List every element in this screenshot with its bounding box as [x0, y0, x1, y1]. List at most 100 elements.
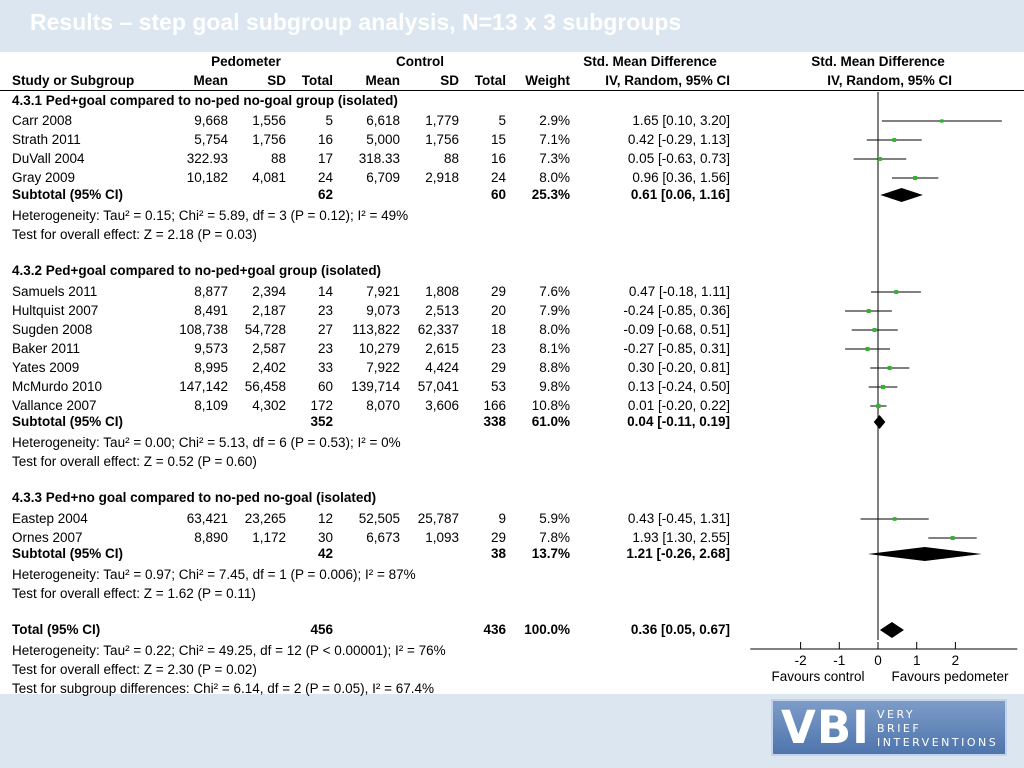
- subgroup-differences-text: Test for subgroup differences: Chi² = 6.…: [12, 681, 434, 696]
- subtotal-label: Subtotal (95% CI): [12, 546, 124, 561]
- study-sd-pedometer: 2,587: [252, 341, 286, 356]
- study-sd-pedometer: 2,394: [252, 284, 286, 299]
- subtotal-label: Subtotal (95% CI): [12, 187, 124, 202]
- study-sd-control: 25,787: [417, 511, 459, 526]
- study-mean-control: 7,921: [366, 284, 400, 299]
- study-total-control: 5: [498, 113, 506, 128]
- study-total-control: 18: [490, 322, 506, 337]
- study-sd-pedometer: 54,728: [244, 322, 286, 337]
- study-sd-pedometer: 4,302: [252, 398, 286, 413]
- header-pedometer: Pedometer: [211, 54, 281, 69]
- study-mean-pedometer: 8,995: [194, 360, 228, 375]
- study-total-pedometer: 14: [317, 284, 333, 299]
- study-sd-control: 1,756: [425, 132, 459, 147]
- study-ci: 0.01 [-0.20, 0.22]: [627, 398, 730, 413]
- study-total-pedometer: 12: [317, 511, 333, 526]
- logo-mark: VBI: [781, 701, 870, 754]
- study-total-pedometer: 24: [317, 170, 333, 185]
- col-weight: Weight: [525, 73, 570, 88]
- study-sd-control: 3,606: [425, 398, 459, 413]
- study-ci: 0.30 [-0.20, 0.81]: [627, 360, 730, 375]
- study-total-control: 166: [483, 398, 506, 413]
- subtotal-diamond: [873, 415, 886, 429]
- heterogeneity-text: Heterogeneity: Tau² = 0.15; Chi² = 5.89,…: [12, 208, 409, 223]
- study-total-pedometer: 27: [317, 322, 333, 337]
- study-sd-control: 1,779: [425, 113, 459, 128]
- study-name: McMurdo 2010: [12, 379, 103, 394]
- total-weight: 100.0%: [524, 622, 570, 637]
- study-total-pedometer: 16: [317, 132, 333, 147]
- study-name: Eastep 2004: [12, 511, 88, 526]
- study-total-pedometer: 30: [317, 530, 333, 545]
- study-sd-control: 2,918: [425, 170, 459, 185]
- total-label: Total (95% CI): [12, 622, 101, 637]
- subtotal-label: Subtotal (95% CI): [12, 414, 124, 429]
- study-ci: -0.24 [-0.85, 0.36]: [623, 303, 730, 318]
- subtotal-total-pedometer: 42: [317, 546, 333, 561]
- forest-plot-panel: [0, 52, 1024, 694]
- study-weight: 8.8%: [539, 360, 570, 375]
- effect-marker: [877, 157, 882, 161]
- subtotal-total-control: 60: [490, 187, 506, 202]
- subgroup-heading: 4.3.2 Ped+goal compared to no-ped+goal g…: [12, 263, 382, 278]
- study-mean-control: 6,709: [366, 170, 400, 185]
- subtotal-diamond: [880, 188, 923, 202]
- study-mean-control: 113,822: [352, 322, 400, 337]
- logo-line-very: VERY: [877, 708, 916, 721]
- study-total-control: 29: [490, 360, 506, 375]
- study-mean-pedometer: 8,890: [194, 530, 228, 545]
- overall-effect-text: Test for overall effect: Z = 2.18 (P = 0…: [12, 227, 257, 242]
- study-mean-pedometer: 8,109: [194, 398, 228, 413]
- subgroup-heading: 4.3.3 Ped+no goal compared to no-ped no-…: [12, 490, 377, 505]
- study-weight: 8.1%: [539, 341, 570, 356]
- study-sd-pedometer: 2,187: [252, 303, 286, 318]
- study-total-control: 53: [490, 379, 506, 394]
- study-mean-pedometer: 8,877: [194, 284, 228, 299]
- study-name: Yates 2009: [12, 360, 80, 375]
- study-sd-control: 2,513: [425, 303, 459, 318]
- col-total2: Total: [474, 73, 506, 88]
- total-control: 436: [483, 622, 506, 637]
- study-sd-control: 1,808: [425, 284, 459, 299]
- study-mean-control: 6,618: [366, 113, 400, 128]
- effect-marker: [876, 403, 881, 409]
- study-sd-pedometer: 56,458: [244, 379, 286, 394]
- heterogeneity-text: Heterogeneity: Tau² = 0.00; Chi² = 5.13,…: [12, 435, 401, 450]
- study-mean-pedometer: 108,738: [179, 322, 228, 337]
- study-total-pedometer: 23: [317, 341, 333, 356]
- x-tick-label: 0: [874, 653, 882, 668]
- x-tick-label: 2: [952, 653, 960, 668]
- study-total-control: 29: [490, 530, 506, 545]
- study-total-control: 23: [490, 341, 506, 356]
- study-total-pedometer: 23: [317, 303, 333, 318]
- col-study: Study or Subgroup: [12, 73, 135, 88]
- total-heterogeneity-text: Heterogeneity: Tau² = 0.22; Chi² = 49.25…: [12, 643, 446, 658]
- effect-marker: [894, 290, 899, 294]
- vbi-logo: VBI VERY BRIEF INTERVENTIONS: [771, 699, 1007, 756]
- effect-marker: [940, 119, 944, 123]
- study-ci: 0.13 [-0.24, 0.50]: [627, 379, 730, 394]
- study-total-control: 24: [490, 170, 506, 185]
- x-tick-label: -2: [795, 653, 807, 668]
- study-weight: 5.9%: [539, 511, 570, 526]
- study-weight: 7.8%: [539, 530, 570, 545]
- study-mean-control: 7,922: [366, 360, 400, 375]
- study-total-pedometer: 33: [317, 360, 333, 375]
- study-name: Samuels 2011: [12, 284, 98, 299]
- title-bar: Results – step goal subgroup analysis, N…: [0, 0, 1024, 52]
- study-sd-pedometer: 2,402: [252, 360, 286, 375]
- header-control: Control: [396, 54, 444, 69]
- study-ci: 0.42 [-0.29, 1.13]: [627, 132, 730, 147]
- study-ci: 1.93 [1.30, 2.55]: [632, 530, 730, 545]
- study-total-pedometer: 17: [317, 151, 333, 166]
- logo-line-interventions: INTERVENTIONS: [877, 736, 999, 749]
- effect-marker: [950, 536, 955, 540]
- subtotal-total-pedometer: 352: [310, 414, 333, 429]
- study-weight: 7.9%: [539, 303, 570, 318]
- col-mean2: Mean: [365, 73, 400, 88]
- col-sd2: SD: [440, 73, 459, 88]
- study-name: DuVall 2004: [12, 151, 85, 166]
- study-sd-pedometer: 1,172: [252, 530, 286, 545]
- study-mean-pedometer: 10,182: [186, 170, 228, 185]
